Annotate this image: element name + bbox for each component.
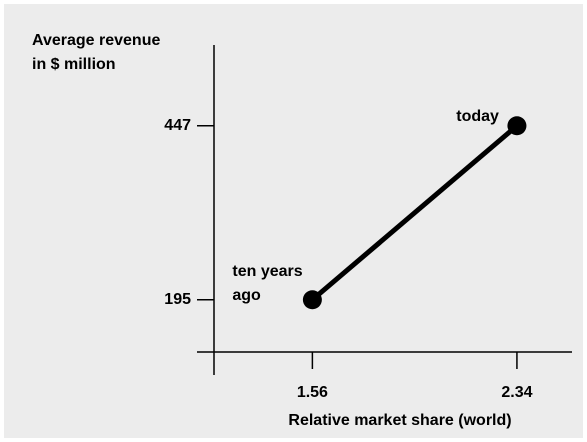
y-tick-label: 195 <box>164 291 191 308</box>
annotation: ago <box>232 287 261 304</box>
series-line <box>310 123 519 302</box>
x-axis-label: Relative market share (world) <box>288 412 511 429</box>
point <box>507 116 527 136</box>
x-tick-label: 2.34 <box>501 384 532 401</box>
panel <box>4 4 583 438</box>
y-axis-label: Average revenue <box>32 32 160 49</box>
x-tick-label: 1.56 <box>297 384 328 401</box>
point <box>302 290 322 310</box>
annotation: today <box>456 108 499 125</box>
y-axis-label: in $ million <box>32 56 116 73</box>
annotation: ten years <box>232 263 302 280</box>
y-tick-label: 447 <box>164 117 191 134</box>
